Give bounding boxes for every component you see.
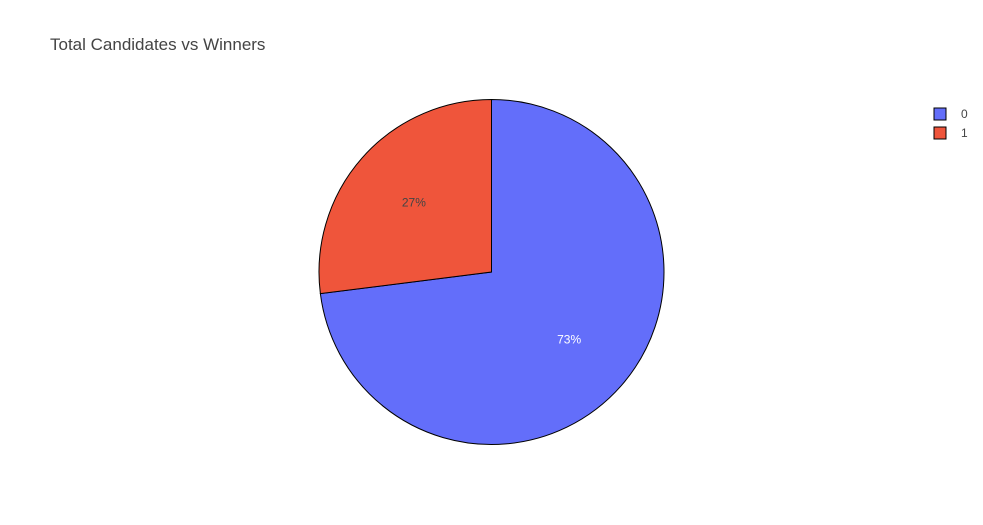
legend-label-0: 0 (961, 107, 968, 121)
pie-slice-0 (319, 98, 665, 445)
legend-item-0[interactable]: 0 (933, 107, 968, 121)
legend-swatch-1 (933, 126, 947, 140)
pie-slice-labels: 73% 27% (402, 196, 582, 347)
legend-label-1: 1 (961, 126, 968, 140)
legend-item-1[interactable]: 1 (933, 126, 968, 140)
pie-slices (318, 98, 665, 445)
pie-slice-label-1: 27% (402, 196, 426, 210)
pie-slice-1 (318, 98, 492, 295)
pie-slice-label-0: 73% (557, 333, 581, 347)
chart-title: Total Candidates vs Winners (50, 35, 265, 54)
legend: 01 (933, 107, 968, 140)
legend-swatch-0 (933, 107, 947, 121)
